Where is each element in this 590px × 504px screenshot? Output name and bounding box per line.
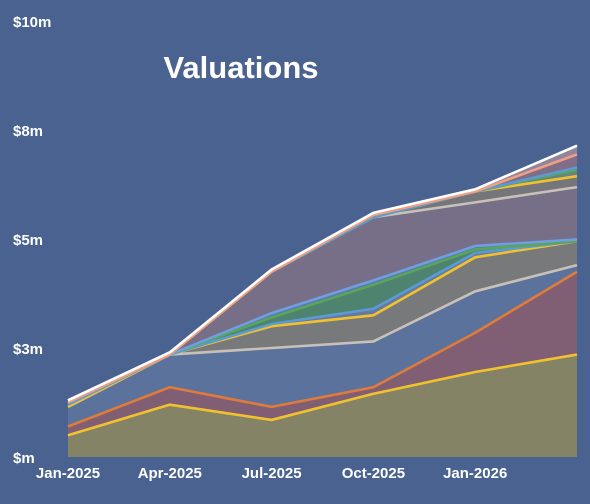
area-series-2 [68, 271, 577, 436]
x-tick-label: Oct-2025 [342, 465, 405, 482]
line-series-2 [67, 270, 578, 428]
line-series-12 [67, 153, 578, 404]
y-tick-label: $m [13, 450, 35, 467]
area-series-1 [68, 354, 577, 457]
y-axis-ticks: $m $3m $5m $8m $10m [13, 14, 51, 467]
area-series-4 [68, 241, 577, 407]
x-tick-label: Jan-2025 [36, 465, 100, 482]
y-tick-label: $10m [13, 14, 51, 31]
line-series-1 [67, 353, 578, 437]
y-tick-label: $8m [13, 123, 43, 140]
area-series-8 [68, 187, 577, 403]
y-tick-label: $3m [13, 341, 43, 358]
x-axis-ticks: Jan-2025 Apr-2025 Jul-2025 Oct-2025 Jan-2026 [36, 465, 507, 482]
chart-title: Valuations [163, 50, 318, 85]
x-tick-label: Jul-2025 [242, 465, 302, 482]
x-tick-label: Apr-2025 [138, 465, 202, 482]
y-tick-label: $5m [13, 232, 43, 249]
series-lines [67, 144, 578, 437]
line-series-13 [67, 144, 578, 402]
x-tick-label: Jan-2026 [443, 465, 507, 482]
